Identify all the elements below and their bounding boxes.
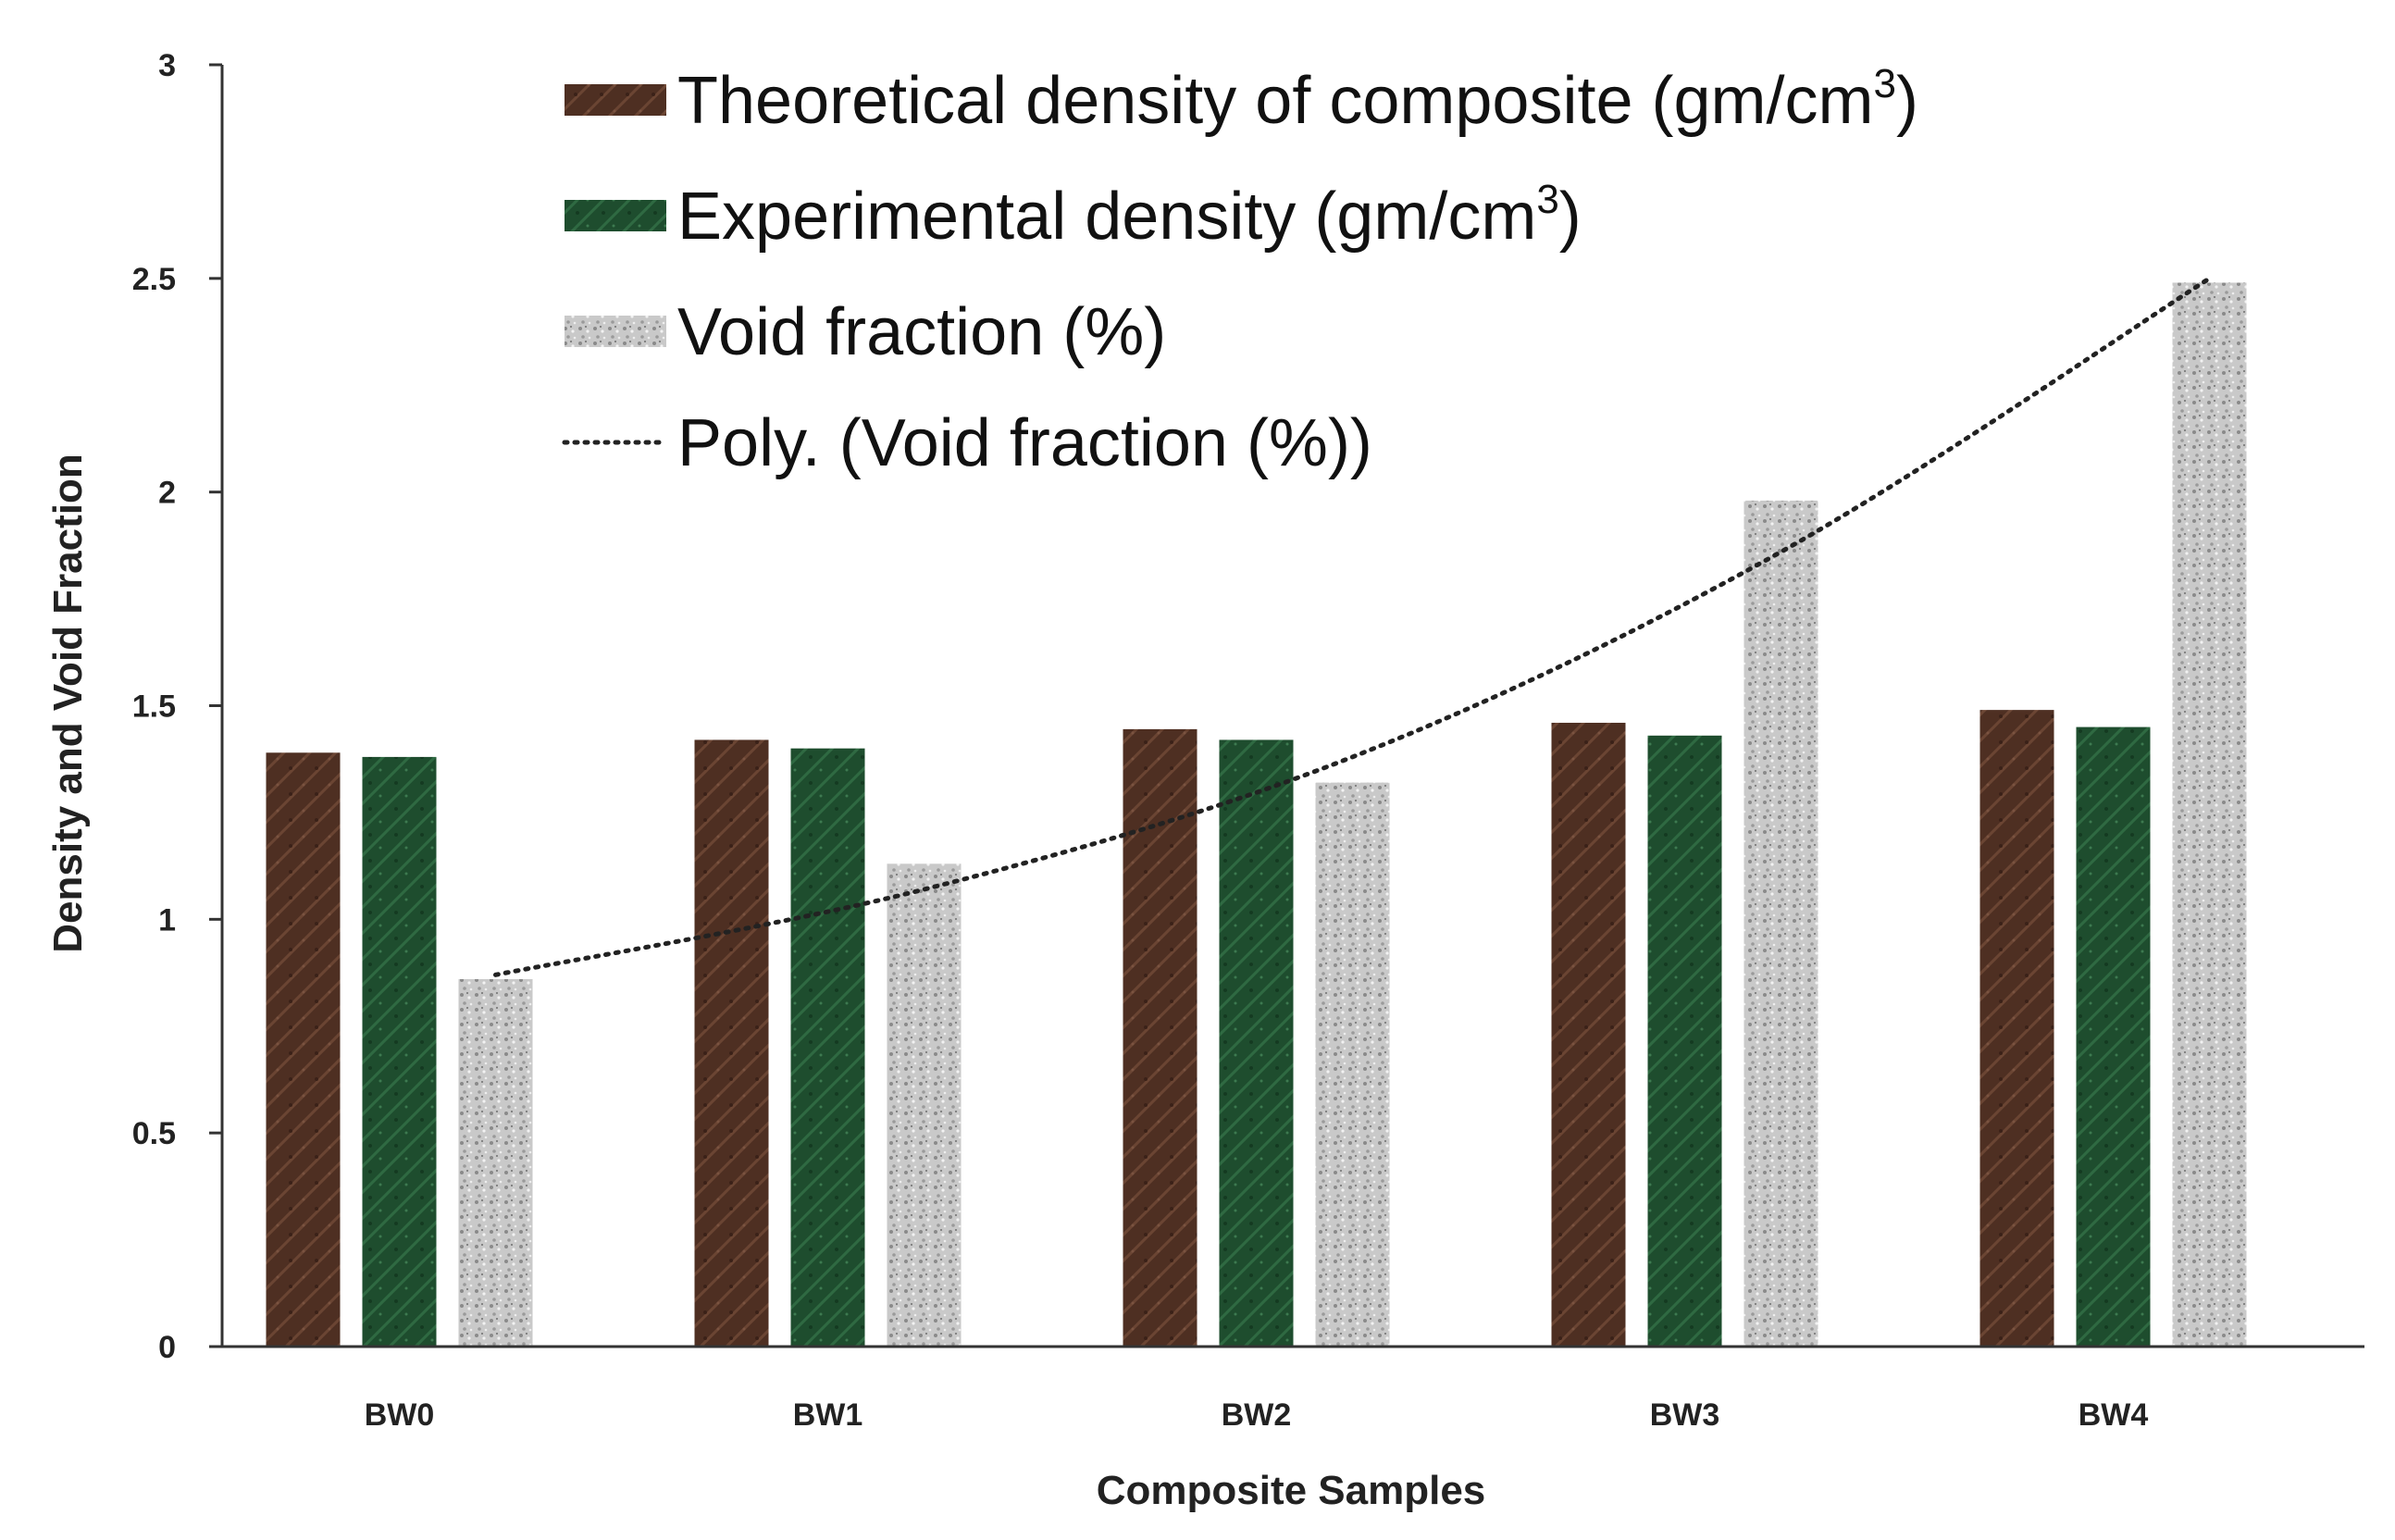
bar-theoretical-density (694, 739, 769, 1347)
y-axis-title: Density and Void Fraction (45, 453, 91, 952)
y-tick-label: 2.5 (132, 262, 176, 297)
legend: Theoretical density of composite (gm/cm3… (562, 61, 1918, 480)
bar-experimental-density (362, 756, 437, 1347)
bar-void-fraction (2172, 282, 2247, 1348)
bar-theoretical-density (266, 752, 341, 1347)
x-tick-label: BW1 (793, 1397, 863, 1433)
legend-swatch (565, 84, 666, 116)
trendline-group (493, 276, 2212, 977)
y-tick-label: 1.5 (132, 689, 176, 725)
bar-experimental-density (2076, 727, 2151, 1347)
bars (266, 282, 2247, 1348)
y-tick-label: 0 (158, 1330, 176, 1365)
x-axis-tick-labels: BW0 BW1 BW2 BW3 BW4 (365, 1397, 2149, 1433)
y-tick-label: 1 (158, 902, 176, 938)
x-tick-label: BW0 (365, 1397, 435, 1433)
bar-experimental-density (790, 748, 865, 1347)
bar-experimental-density (1219, 739, 1294, 1347)
x-tick-label: BW2 (1222, 1397, 1292, 1433)
legend-label: Poly. (Void fraction (%)) (677, 406, 1372, 480)
legend-swatch (565, 316, 666, 347)
legend-label: Void fraction (%) (677, 295, 1166, 369)
bar-void-fraction (458, 978, 533, 1347)
bar-experimental-density (1647, 735, 1722, 1347)
legend-label: Experimental density (gm/cm3) (677, 177, 1582, 254)
trendline-void-fraction (493, 276, 2212, 977)
bar-void-fraction (1744, 500, 1818, 1347)
bar-void-fraction (1315, 782, 1390, 1347)
bar-void-fraction (887, 863, 962, 1347)
y-tick-label: 2 (158, 476, 176, 511)
bar-theoretical-density (1979, 710, 2054, 1347)
x-axis-title: Composite Samples (1097, 1468, 1486, 1513)
y-axis-ticks: 0 0.5 1 1.5 2 2.5 3 (132, 48, 222, 1365)
bar-theoretical-density (1551, 722, 1626, 1347)
x-tick-label: BW4 (2079, 1397, 2149, 1433)
legend-swatch (565, 200, 666, 231)
legend-label: Theoretical density of composite (gm/cm3… (677, 61, 1918, 138)
y-tick-label: 3 (158, 48, 176, 83)
y-tick-label: 0.5 (132, 1116, 176, 1151)
x-tick-label: BW3 (1650, 1397, 1720, 1433)
